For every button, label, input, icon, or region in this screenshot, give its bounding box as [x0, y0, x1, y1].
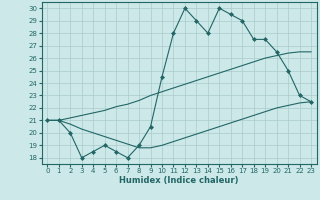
- X-axis label: Humidex (Indice chaleur): Humidex (Indice chaleur): [119, 176, 239, 185]
